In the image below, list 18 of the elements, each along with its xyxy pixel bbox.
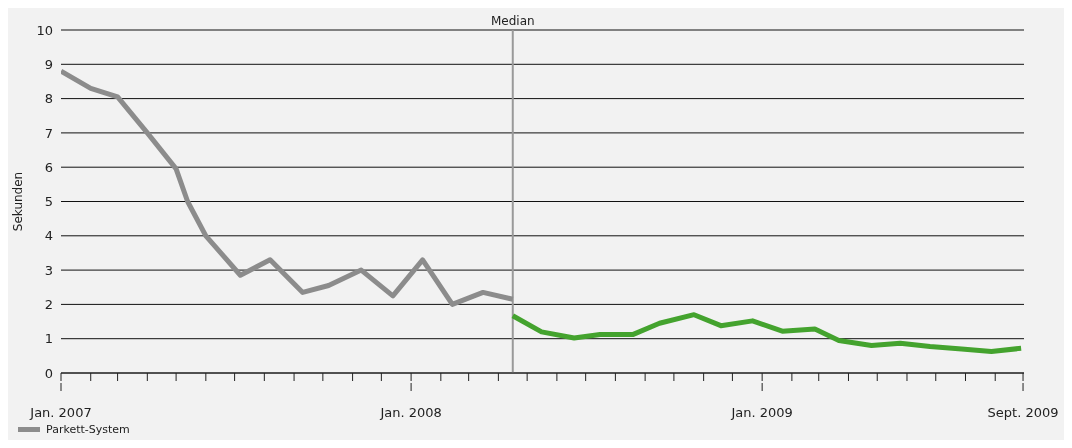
y-tick-label: 1	[44, 331, 53, 347]
x-tick-label: Jan. 2007	[29, 405, 92, 420]
y-tick-label: 8	[44, 91, 53, 107]
x-tick-label: Jan. 2009	[730, 405, 793, 420]
y-tick-label: 6	[44, 159, 53, 175]
y-tick-label: 9	[44, 56, 53, 72]
y-tick-label: 4	[44, 228, 53, 244]
y-tick-label: 3	[44, 262, 53, 278]
y-axis-title: Sekunden	[11, 171, 26, 232]
y-tick-label: 5	[44, 194, 53, 210]
legend-label: Parkett-System	[46, 423, 130, 436]
y-tick-label: 0	[44, 365, 53, 381]
y-tick-label: 10	[36, 22, 53, 38]
x-tick-label: Sept. 2009	[987, 405, 1059, 420]
y-tick-label: 2	[44, 297, 53, 313]
x-tick-label: Jan. 2008	[379, 405, 442, 420]
ref-line-label: Median	[490, 14, 535, 28]
y-tick-label: 7	[44, 125, 53, 141]
